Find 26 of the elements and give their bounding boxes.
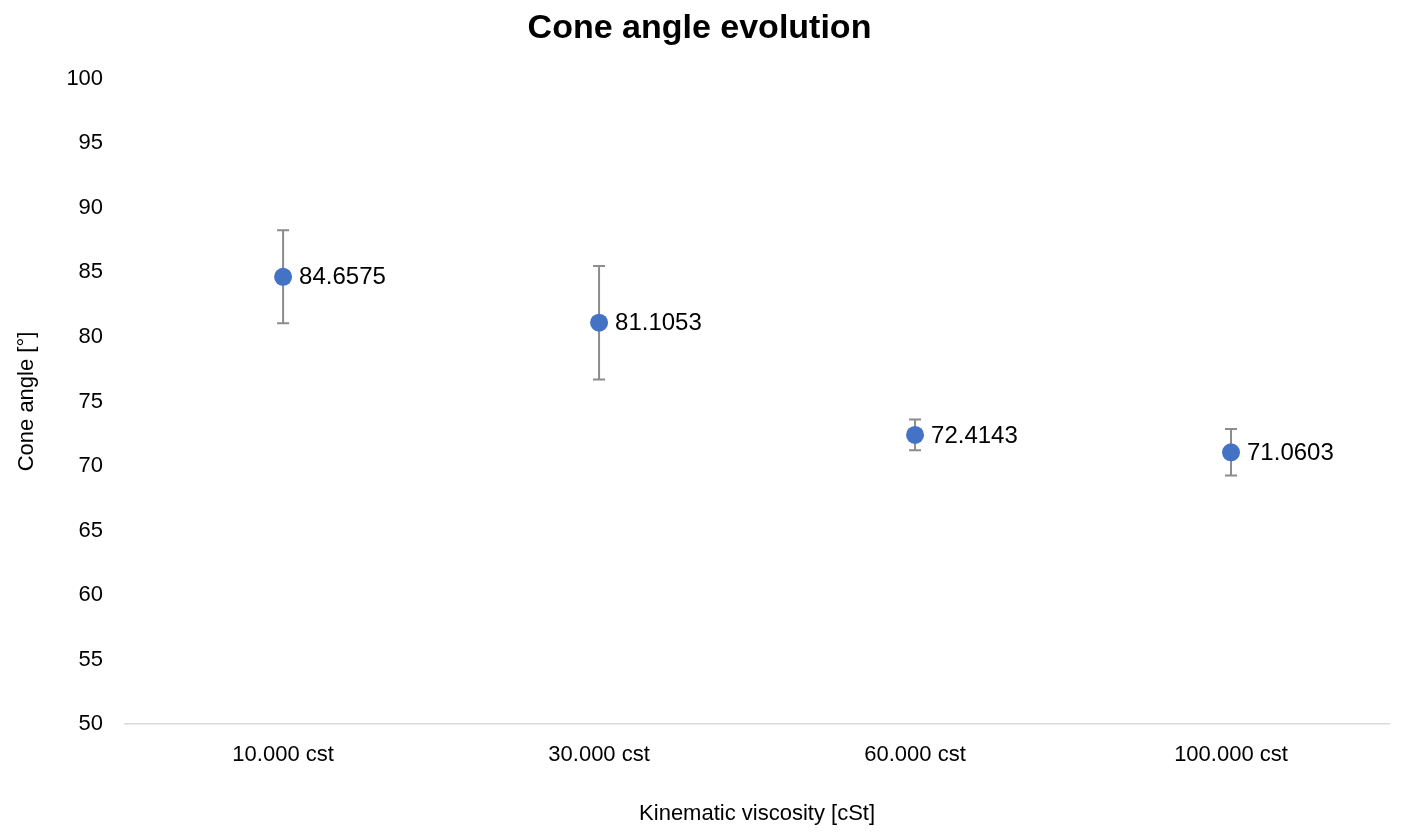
y-tick-label: 60 bbox=[78, 581, 104, 607]
data-label: 71.0603 bbox=[1247, 437, 1334, 465]
x-axis-title: Kinematic viscosity [cSt] bbox=[639, 799, 876, 825]
data-label: 81.1053 bbox=[615, 308, 702, 336]
y-tick-label: 65 bbox=[78, 516, 104, 542]
x-tick-label: 10.000 cst bbox=[232, 741, 334, 767]
y-tick-label: 70 bbox=[78, 452, 104, 478]
point bbox=[590, 313, 609, 332]
y-tick-label: 95 bbox=[78, 129, 104, 155]
y-tick-label: 55 bbox=[78, 645, 104, 671]
y-tick-label: 50 bbox=[78, 710, 104, 736]
y-axis-title: Cone angle [°] bbox=[13, 331, 39, 472]
y-tick-label: 100 bbox=[66, 64, 104, 90]
x-tick-label: 60.000 cst bbox=[864, 741, 966, 767]
x-tick-label: 100.000 cst bbox=[1174, 741, 1288, 767]
point bbox=[274, 267, 293, 286]
data-label: 72.4143 bbox=[931, 420, 1018, 448]
y-tick-label: 80 bbox=[78, 323, 104, 349]
x-tick-label: 30.000 cst bbox=[548, 741, 650, 767]
chart-title: Cone angle evolution bbox=[527, 6, 872, 45]
y-tick-label: 85 bbox=[78, 258, 104, 284]
point bbox=[906, 425, 925, 444]
y-tick-label: 75 bbox=[78, 387, 104, 413]
y-tick-label: 90 bbox=[78, 193, 104, 219]
point bbox=[1222, 443, 1241, 462]
data-label: 84.6575 bbox=[299, 262, 386, 290]
